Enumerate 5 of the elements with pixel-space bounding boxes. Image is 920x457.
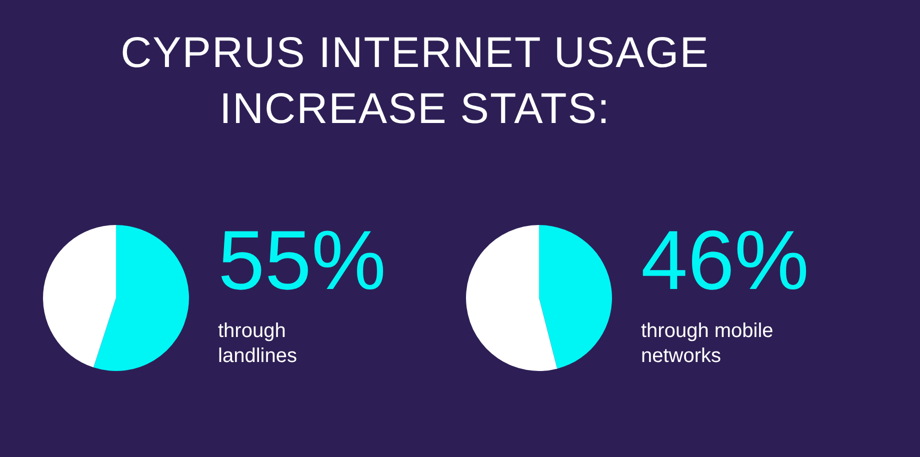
data-label: 55% — [218, 213, 386, 307]
slice-label: through landlines — [218, 319, 298, 369]
data-label: 46% — [641, 213, 810, 307]
chart-title: CYPRUS INTERNET USAGE INCREASE STATS: — [120, 28, 710, 135]
slice-label: through mobile networks — [641, 319, 774, 369]
